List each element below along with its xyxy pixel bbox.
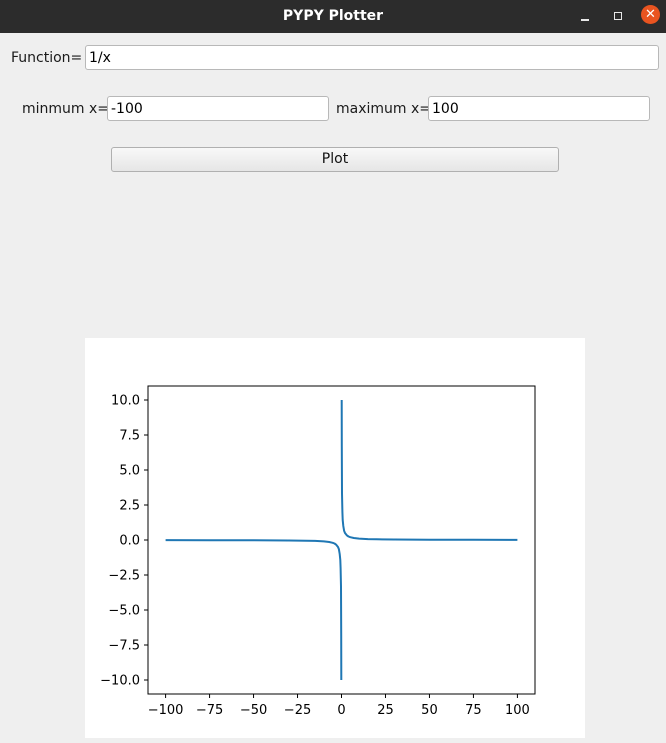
max-x-input[interactable] [428,96,650,121]
x-tick-label: 0 [337,703,345,718]
x-tick-label: 75 [465,703,482,718]
close-button[interactable]: ✕ [641,5,660,24]
y-tick-label: −2.5 [108,569,140,584]
series-line-1 [165,399,518,681]
title-bar: PYPY Plotter ✕ [0,0,666,33]
window-title: PYPY Plotter [282,8,384,24]
x-tick-label: −100 [148,703,184,718]
x-tick-label: 25 [377,703,394,718]
y-tick-label: −7.5 [108,639,140,654]
y-tick-label: 0.0 [119,534,140,549]
max-x-label: maximum x= [336,101,432,117]
close-icon: ✕ [645,7,656,22]
x-tick-label: 100 [505,703,530,718]
function-input[interactable] [85,45,659,70]
y-tick-label: −5.0 [108,604,140,619]
maximize-button[interactable] [608,6,628,26]
min-x-input[interactable] [107,96,329,121]
min-x-label: minmum x= [22,101,110,117]
x-tick-label: −25 [284,703,311,718]
y-tick-label: 5.0 [119,464,140,479]
plot-button[interactable]: Plot [111,147,559,172]
x-tick-label: 50 [421,703,438,718]
function-label: Function= [11,50,83,66]
x-tick-label: −75 [196,703,223,718]
minimize-button[interactable] [575,6,595,26]
y-tick-label: 7.5 [119,429,140,444]
y-tick-label: 2.5 [119,499,140,514]
line-chart: −100 −75 −50 −25 0 25 50 75 100 10.0 7.5 5.0 2.5 0.0 −… [100,385,536,718]
x-tick-label: −50 [240,703,267,718]
y-tick-label: −10.0 [100,674,140,689]
plot-canvas: −100 −75 −50 −25 0 25 50 75 100 10.0 7.5 5.0 2.5 0.0 −… [85,338,585,738]
y-tick-label: 10.0 [111,394,140,409]
